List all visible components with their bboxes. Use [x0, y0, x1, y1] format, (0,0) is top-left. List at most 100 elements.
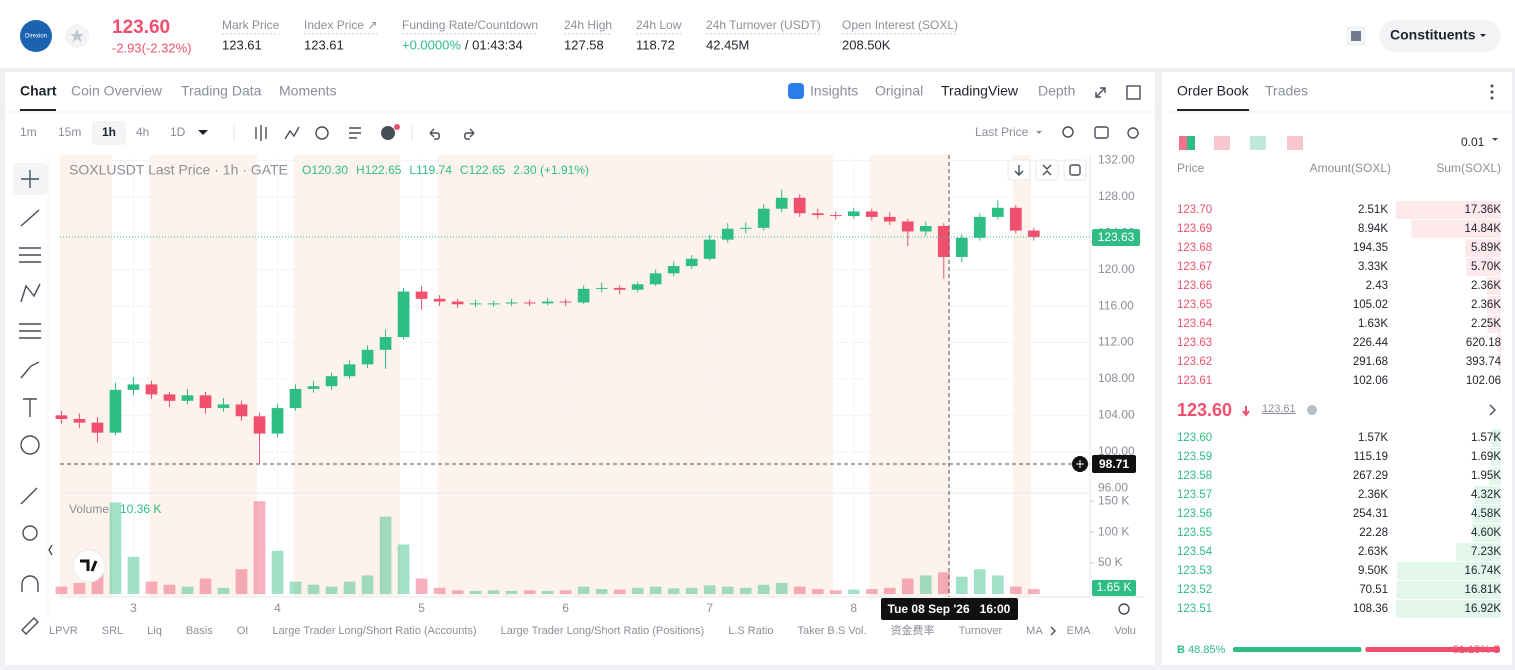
settings-icon[interactable]	[1127, 127, 1139, 139]
ob-price[interactable]: 123.70	[1177, 204, 1212, 216]
volume-bar	[811, 589, 824, 594]
collapse-button[interactable]	[1035, 159, 1059, 181]
layout-icon[interactable]	[1214, 136, 1230, 150]
indicator[interactable]: Taker B.S Vol.	[797, 625, 866, 637]
ob-price[interactable]: 123.51	[1177, 603, 1212, 615]
zoom-tool[interactable]	[22, 525, 38, 541]
channel-tool[interactable]	[19, 247, 41, 263]
volume-bar	[415, 578, 428, 594]
ob-price[interactable]: 123.60	[1177, 432, 1212, 444]
price-type[interactable]: Last Price	[975, 125, 1029, 139]
ob-price[interactable]: 123.66	[1177, 280, 1212, 292]
refresh-icon[interactable]	[315, 126, 329, 140]
precision[interactable]: 0.01	[1461, 135, 1485, 149]
ob-price[interactable]: 123.56	[1177, 508, 1212, 520]
indicator[interactable]: Large Trader Long/Short Ratio (Positions…	[501, 625, 705, 637]
camera-icon[interactable]	[1094, 126, 1109, 139]
indicator[interactable]: OI	[237, 625, 249, 637]
magnet-tool[interactable]	[21, 575, 39, 592]
arrow	[1014, 165, 1024, 176]
ob-price[interactable]: 123.68	[1177, 242, 1212, 254]
view-tab[interactable]: Original	[875, 83, 923, 99]
indicator[interactable]: Liq	[147, 625, 162, 637]
ob-price[interactable]: 123.58	[1177, 470, 1212, 482]
indicator[interactable]: 资金费率	[891, 623, 935, 637]
view-tab[interactable]: TradingView	[941, 83, 1019, 99]
volume-bar	[703, 585, 716, 594]
crosshair-tool[interactable]	[21, 170, 39, 188]
pattern-tool[interactable]	[20, 283, 41, 303]
ob-price[interactable]: 123.67	[1177, 261, 1212, 273]
indicator[interactable]: MA	[1026, 625, 1043, 637]
fib-tool[interactable]	[19, 323, 41, 339]
interval[interactable]: 1m	[20, 125, 37, 139]
depth-bar	[1396, 581, 1501, 599]
measure-tool[interactable]	[20, 487, 38, 505]
view-tab[interactable]: Depth	[1038, 83, 1075, 99]
ob-price[interactable]: 123.54	[1177, 546, 1213, 558]
tab[interactable]: Moments	[279, 83, 337, 99]
add-icon[interactable]	[381, 126, 395, 140]
window-icon[interactable]	[1126, 85, 1141, 100]
ob-price[interactable]: 123.53	[1177, 565, 1212, 577]
more-arrow[interactable]	[1050, 626, 1056, 636]
constituents-button[interactable]	[1379, 20, 1501, 52]
tab[interactable]: Trading Data	[181, 83, 262, 99]
indicator[interactable]: Volu	[1115, 625, 1136, 637]
candle-body	[883, 216, 896, 222]
ob-price[interactable]: 123.52	[1177, 584, 1212, 596]
candle-body	[937, 226, 950, 257]
indicator[interactable]: Basis	[186, 625, 213, 637]
shade	[438, 155, 833, 597]
indicator[interactable]: SRL	[102, 625, 123, 637]
indicator[interactable]: Large Trader Long/Short Ratio (Accounts)	[272, 625, 476, 637]
interval[interactable]: 1h	[102, 125, 116, 139]
candle-icon[interactable]	[255, 125, 267, 141]
indicator[interactable]: L.S Ratio	[728, 625, 773, 637]
emoji-tool[interactable]	[20, 435, 40, 455]
interval[interactable]: 4h	[136, 125, 149, 139]
search-icon[interactable]	[1062, 126, 1074, 138]
indicator[interactable]: EMA	[1067, 625, 1092, 637]
ob-tab[interactable]: Order Book	[1177, 83, 1250, 99]
ob-price[interactable]: 123.61	[1177, 375, 1212, 387]
ob-price[interactable]: 123.65	[1177, 299, 1212, 311]
tab[interactable]: Chart	[20, 83, 57, 99]
expand-icon[interactable]	[1095, 87, 1106, 98]
buy-label: B	[1177, 644, 1185, 656]
chevron[interactable]	[1489, 404, 1496, 416]
indicator-icon[interactable]	[284, 126, 300, 140]
candle-body	[865, 211, 878, 217]
ob-price[interactable]: 123.63	[1177, 337, 1212, 349]
undo-icon[interactable]	[429, 128, 440, 140]
fit-button[interactable]	[1063, 159, 1087, 181]
ob-price[interactable]: 123.62	[1177, 356, 1212, 368]
brush-tool[interactable]	[20, 361, 40, 379]
tab[interactable]: Coin Overview	[71, 83, 163, 99]
ob-sum: 14.84K	[1465, 223, 1502, 235]
layout-icon[interactable]	[1287, 136, 1303, 150]
collapse-arrow[interactable]	[48, 544, 53, 556]
interval[interactable]: 15m	[58, 125, 81, 139]
candle-body	[649, 273, 662, 285]
view-tab[interactable]: Insights	[810, 83, 858, 99]
text-tool[interactable]	[23, 398, 37, 417]
template-icon[interactable]	[349, 127, 361, 139]
redo-icon[interactable]	[464, 128, 475, 140]
axis-settings[interactable]	[1118, 603, 1130, 615]
ob-price[interactable]: 123.57	[1177, 489, 1212, 501]
ob-tab[interactable]: Trades	[1265, 83, 1308, 99]
interval[interactable]: 1D	[170, 125, 186, 139]
ob-price[interactable]: 123.64	[1177, 318, 1213, 330]
line-tool[interactable]	[20, 209, 40, 227]
indicator[interactable]: LPVR	[49, 625, 78, 637]
chart-buttons	[1007, 159, 1087, 181]
indicator[interactable]: Turnover	[959, 625, 1003, 637]
volume-bar	[541, 590, 554, 594]
ob-price[interactable]: 123.59	[1177, 451, 1212, 463]
ob-price[interactable]: 123.55	[1177, 527, 1212, 539]
depth-bar	[1472, 505, 1501, 523]
ob-price[interactable]: 123.69	[1177, 223, 1212, 235]
layout-icon[interactable]	[1250, 136, 1266, 150]
pen-tool[interactable]	[21, 617, 39, 635]
